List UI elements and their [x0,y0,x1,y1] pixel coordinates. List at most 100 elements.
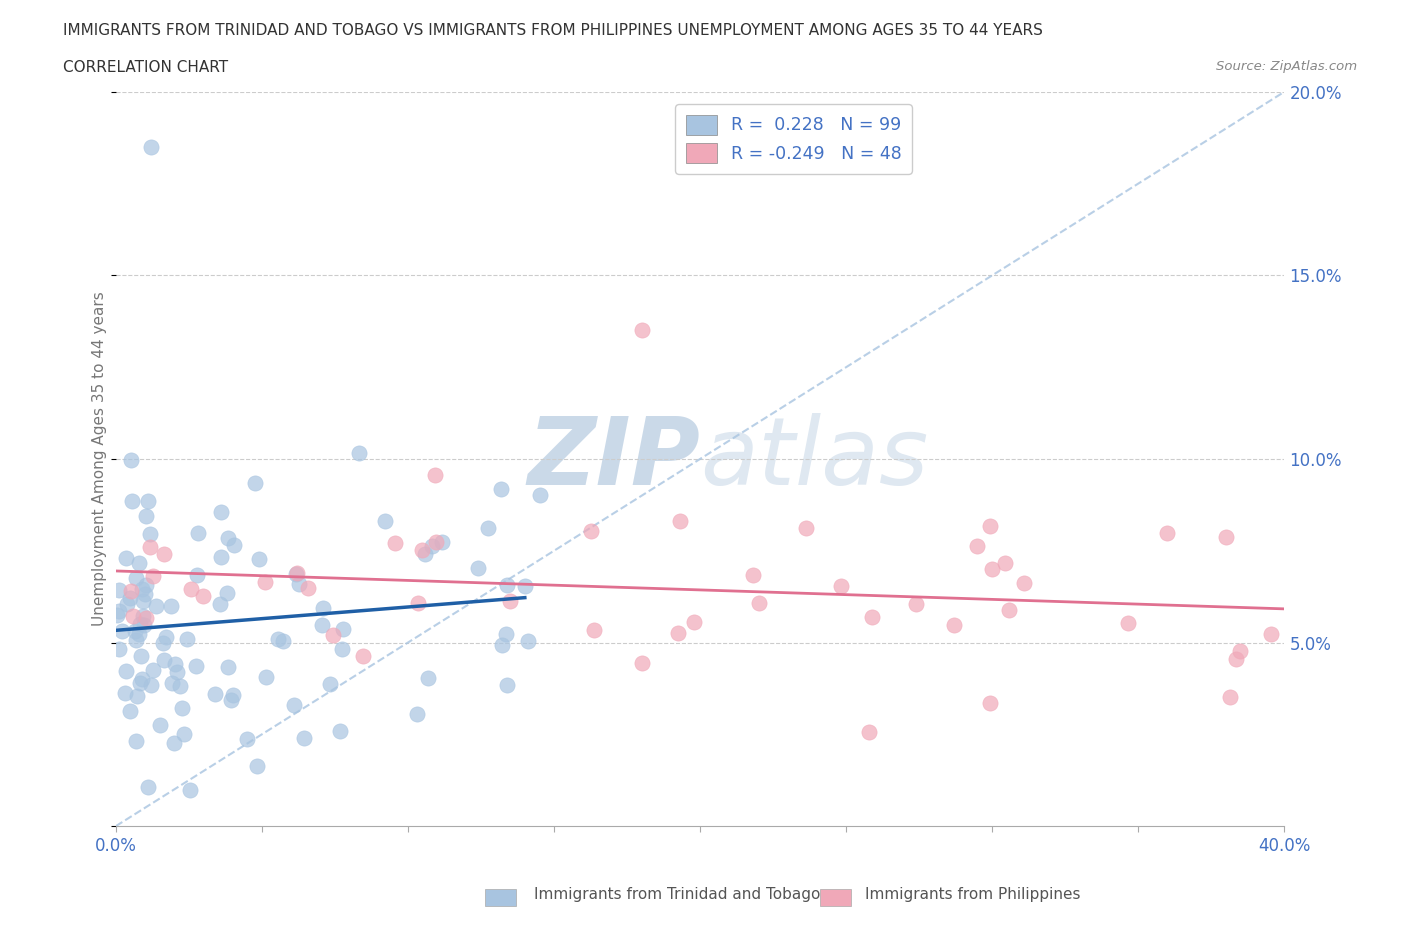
Text: CORRELATION CHART: CORRELATION CHART [63,60,228,75]
Point [134,587,156,602]
Point [134,618,156,632]
Point [297,580,319,595]
Point [131,671,153,686]
Point [125,688,148,703]
Point [179,782,201,797]
Point [352,648,374,663]
Point [208,597,231,612]
Point [858,724,880,739]
Point [115,663,138,678]
Point [108,583,131,598]
Point [145,599,167,614]
Point [529,488,551,503]
Point [120,583,142,598]
Point [1260,626,1282,641]
Point [408,596,430,611]
Point [128,675,150,690]
Point [630,656,652,671]
Point [1225,652,1247,667]
Point [966,538,988,553]
Point [254,670,277,684]
Point [1229,644,1251,658]
Point [111,624,134,639]
Point [905,596,928,611]
Point [491,637,513,652]
Point [132,608,155,623]
Point [224,538,246,553]
Point [292,731,315,746]
Point [579,524,602,538]
Point [125,632,148,647]
Point [384,536,406,551]
Point [121,494,143,509]
Point [236,732,259,747]
Point [173,726,195,741]
Point [794,521,817,536]
Point [114,686,136,701]
Point [135,509,157,524]
Point [347,445,370,460]
Point [516,633,538,648]
Point [118,703,141,718]
Point [416,671,439,685]
Point [139,678,162,693]
Point [153,547,176,562]
Point [583,623,606,638]
Point [287,576,309,591]
Text: Immigrants from Trinidad and Tobago: Immigrants from Trinidad and Tobago [534,887,821,902]
Point [499,594,522,609]
Point [271,633,294,648]
Point [246,758,269,773]
Text: atlas: atlas [700,414,928,504]
Point [166,664,188,679]
Point [477,520,499,535]
Point [118,591,141,605]
Point [979,696,1001,711]
Point [668,514,690,529]
Point [432,535,454,550]
Point [209,504,232,519]
Point [666,626,689,641]
Point [748,596,770,611]
Point [132,593,155,608]
Point [222,687,245,702]
Point [741,568,763,583]
Text: Immigrants from Philippines: Immigrants from Philippines [865,887,1080,902]
Point [413,546,436,561]
Text: IMMIGRANTS FROM TRINIDAD AND TOBAGO VS IMMIGRANTS FROM PHILIPPINES UNEMPLOYMENT : IMMIGRANTS FROM TRINIDAD AND TOBAGO VS I… [63,23,1043,38]
Point [124,624,146,639]
Point [204,687,226,702]
Point [942,618,965,632]
Point [131,581,153,596]
Point [149,717,172,732]
Point [425,535,447,550]
Point [630,323,652,338]
Point [141,569,163,584]
Point [332,621,354,636]
Point [107,642,129,657]
Point [186,567,208,582]
Point [163,736,186,751]
Point [830,578,852,593]
Point [285,565,308,580]
Point [105,607,128,622]
Point [160,675,183,690]
Point [184,658,207,673]
Point [128,627,150,642]
Point [129,649,152,664]
Point [160,599,183,614]
Point [311,618,333,633]
Point [136,780,159,795]
Text: Source: ZipAtlas.com: Source: ZipAtlas.com [1216,60,1357,73]
Point [245,475,267,490]
Point [495,627,517,642]
Point [423,467,446,482]
Point [330,642,353,657]
Point [374,514,396,529]
Point [121,608,143,623]
Point [209,550,232,565]
Point [117,596,139,611]
Point [152,635,174,650]
Point [125,571,148,586]
Point [155,630,177,644]
